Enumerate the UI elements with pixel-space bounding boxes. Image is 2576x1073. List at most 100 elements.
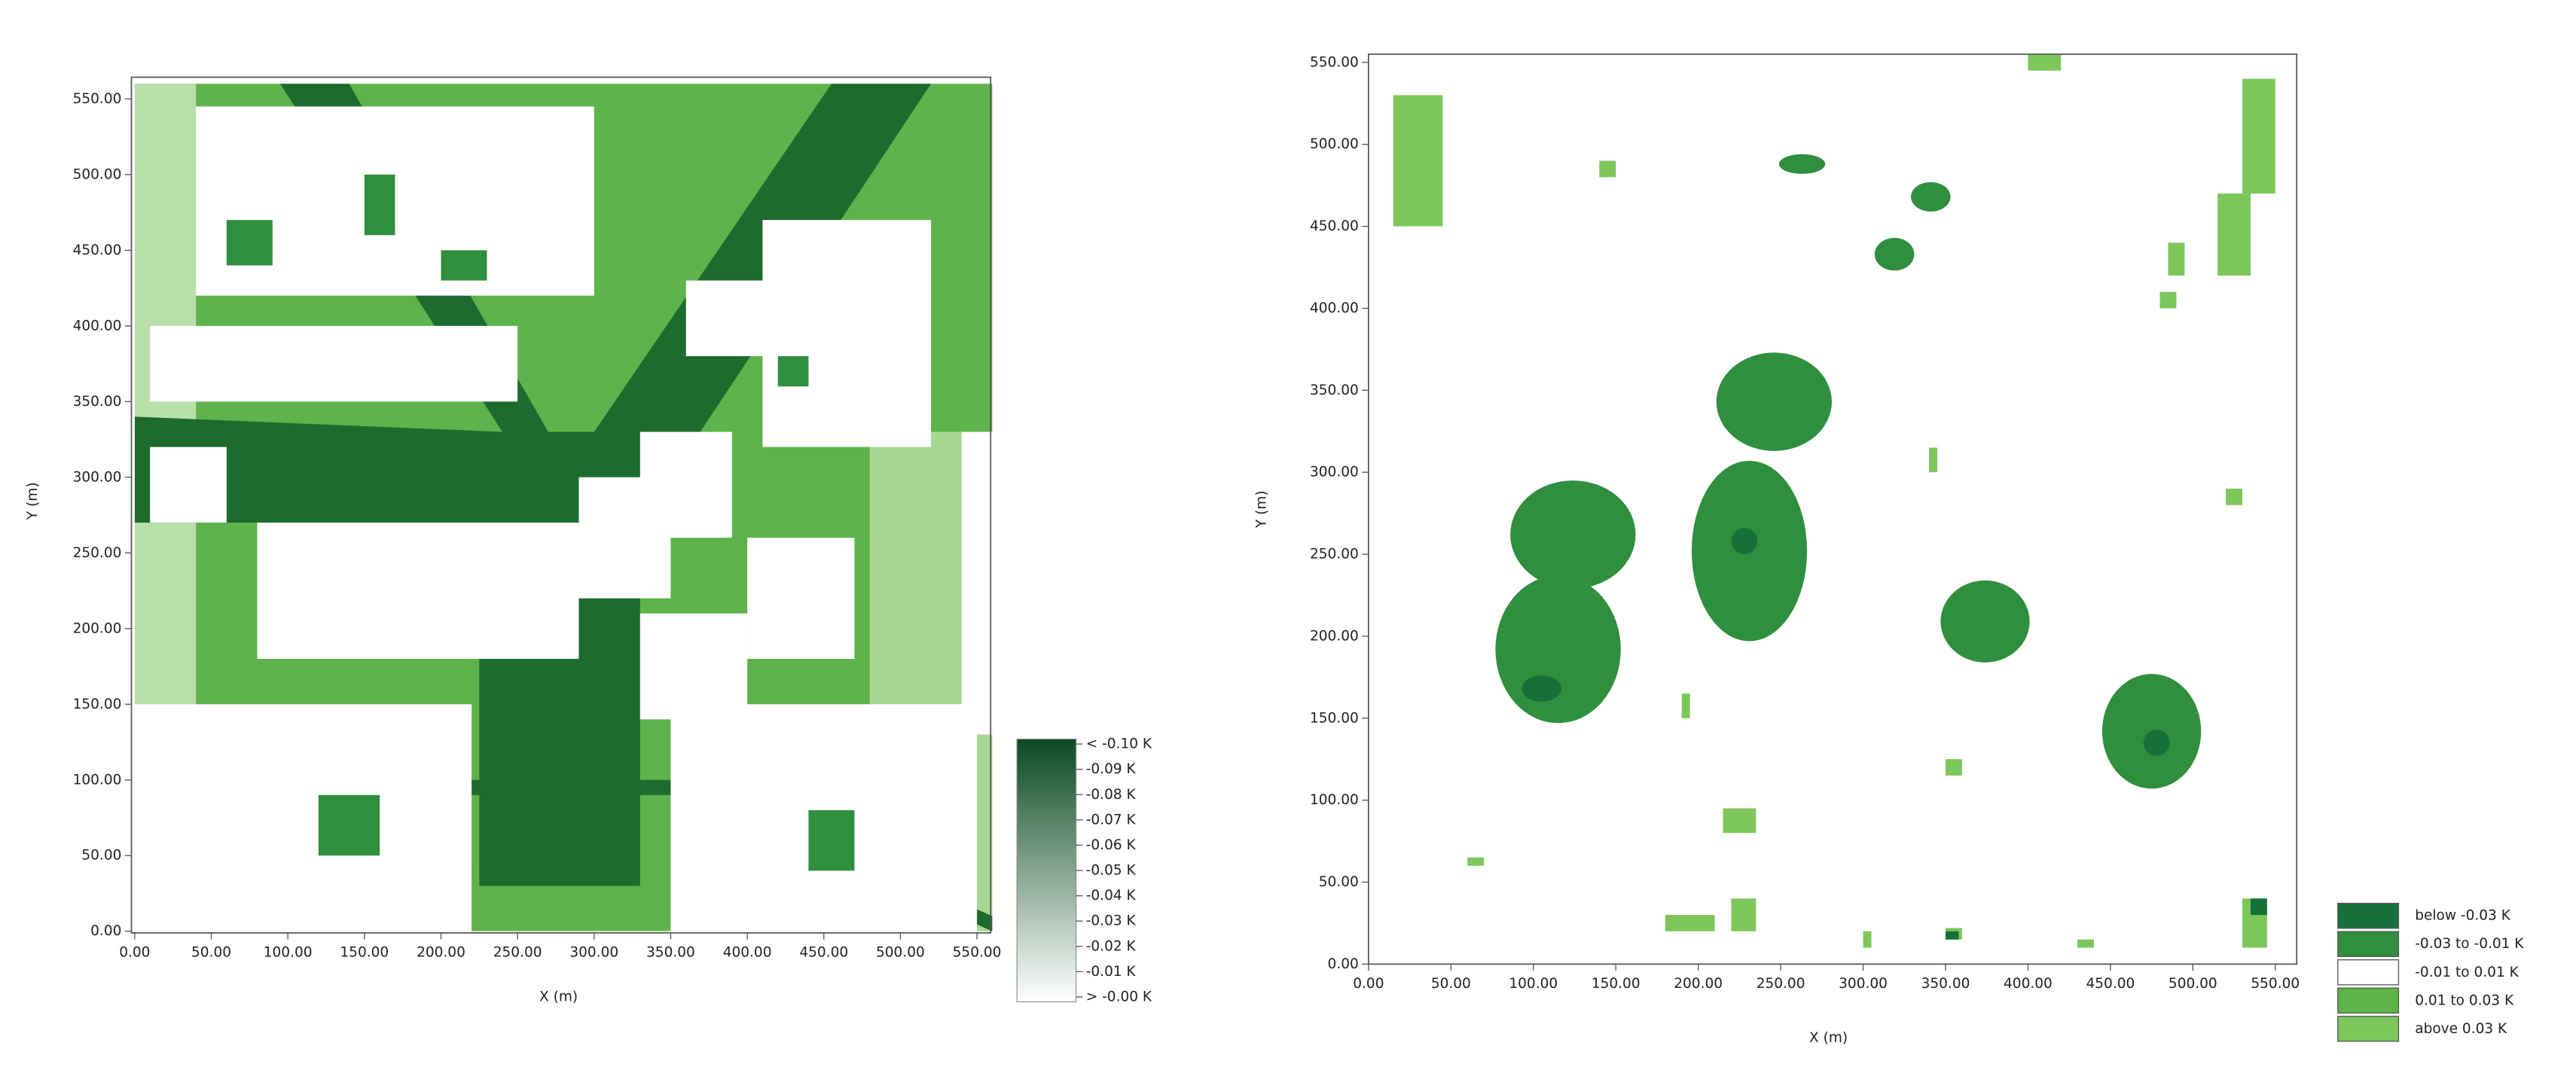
map-region (2159, 291, 2177, 309)
x-tick-label: 450.00 (799, 945, 848, 961)
map-region (1716, 352, 1832, 451)
map-region (1945, 759, 1962, 776)
x-tick-label: 550.00 (2251, 976, 2300, 992)
plot-frame (1368, 53, 2298, 965)
map-region (777, 356, 809, 387)
y-tick-label: 300.00 (73, 469, 122, 485)
map-region (2242, 78, 2275, 194)
y-tick-label: 200.00 (1310, 628, 1359, 644)
x-tick-label: 50.00 (1431, 976, 1471, 992)
map-region (1874, 237, 1915, 271)
x-tick-label: 0.00 (119, 945, 150, 961)
map-region (150, 325, 518, 402)
legend-label: -0.04 K (1086, 888, 1137, 904)
y-tick-label: 500.00 (73, 166, 122, 182)
legend-label: -0.08 K (1086, 787, 1137, 803)
legend-label: -0.01 to 0.01 K (2415, 965, 2519, 980)
legend-label: -0.01 K (1086, 964, 1137, 980)
map-region (961, 431, 993, 735)
legend-label: < -0.10 K (1086, 736, 1152, 752)
x-tick-label: 500.00 (876, 945, 925, 961)
legend-swatch (2337, 1016, 2400, 1042)
map-region (318, 794, 380, 856)
legend-label: -0.07 K (1086, 812, 1137, 828)
x-tick-label: 200.00 (1674, 976, 1723, 992)
y-tick-label: 550.00 (1310, 54, 1359, 70)
map-region (1911, 181, 1951, 212)
map-region (1940, 580, 2030, 663)
map-region (578, 477, 671, 599)
map-area (134, 84, 993, 931)
x-tick-label: 450.00 (2086, 976, 2135, 992)
y-tick-label: 200.00 (73, 620, 122, 636)
y-tick-label: 400.00 (1310, 300, 1359, 316)
x-tick-label: 250.00 (493, 945, 542, 961)
legend-label: -0.03 K (1086, 913, 1137, 929)
map-background (1368, 47, 2292, 965)
y-tick-label: 450.00 (1310, 218, 1359, 234)
map-region (1778, 154, 1826, 174)
y-tick-label: 250.00 (1310, 547, 1359, 562)
x-tick-label: 400.00 (2004, 976, 2053, 992)
x-tick-label: 100.00 (264, 945, 313, 961)
legend-label: -0.03 to -0.01 K (2415, 936, 2524, 952)
map-region (808, 809, 855, 871)
map-region (226, 220, 273, 266)
map-region (1731, 898, 1757, 931)
legend-label: 0.01 to 0.03 K (2415, 992, 2514, 1008)
x-tick-label: 100.00 (1509, 976, 1558, 992)
colorbar (1016, 738, 1077, 1003)
map-region (762, 220, 932, 447)
x-axis-label: X (m) (1809, 1030, 1848, 1046)
map-region (196, 106, 594, 296)
y-tick-label: 0.00 (90, 923, 121, 939)
plot-frame (130, 76, 992, 934)
legend-swatch (2337, 987, 2400, 1014)
y-tick-label: 50.00 (81, 848, 121, 864)
map-region (2143, 730, 2170, 756)
x-tick-label: 150.00 (1592, 976, 1641, 992)
map-region (747, 538, 855, 659)
y-tick-label: 50.00 (1319, 874, 1359, 890)
x-tick-label: 350.00 (646, 945, 695, 961)
y-tick-label: 150.00 (73, 697, 122, 712)
y-tick-label: 0.00 (1328, 956, 1359, 972)
x-tick-label: 400.00 (723, 945, 772, 961)
map-region (2217, 194, 2251, 276)
y-tick-label: 500.00 (1310, 136, 1359, 152)
map-region (257, 523, 579, 659)
map-region (1723, 808, 1757, 834)
y-tick-label: 350.00 (73, 394, 122, 410)
map-region (1731, 528, 1758, 555)
x-tick-label: 150.00 (340, 945, 389, 961)
legend-label: -0.09 K (1086, 761, 1137, 777)
legend-label: -0.05 K (1086, 863, 1137, 879)
legend-label: below -0.03 K (2415, 908, 2510, 924)
map-region (134, 704, 472, 931)
map-region (639, 613, 748, 720)
legend-swatch (2337, 902, 2400, 929)
map-region (1945, 931, 1959, 940)
y-tick-label: 300.00 (1310, 465, 1359, 480)
map-region (1510, 480, 1636, 589)
y-axis-label: Y (m) (1254, 490, 1270, 529)
map-region (441, 250, 487, 281)
map-region (1521, 675, 1561, 702)
x-tick-label: 300.00 (569, 945, 618, 961)
x-tick-label: 300.00 (1839, 976, 1888, 992)
x-tick-label: 500.00 (2169, 976, 2217, 992)
map-region (1599, 160, 1616, 178)
x-tick-label: 0.00 (1353, 976, 1384, 992)
y-tick-label: 100.00 (1310, 792, 1359, 808)
y-axis-label: Y (m) (25, 482, 41, 520)
x-tick-label: 250.00 (1757, 976, 1805, 992)
map-region (1495, 575, 1621, 724)
map-region (1393, 95, 1443, 227)
y-tick-label: 400.00 (73, 318, 122, 334)
x-tick-label: 200.00 (417, 945, 465, 961)
map-region (2077, 939, 2094, 948)
y-tick-label: 350.00 (1310, 383, 1359, 398)
map-region (2168, 242, 2185, 276)
